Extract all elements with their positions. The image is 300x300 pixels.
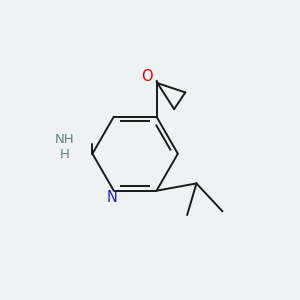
Text: O: O — [141, 70, 153, 85]
Text: N: N — [106, 190, 117, 205]
Text: NH: NH — [55, 134, 74, 146]
Text: H: H — [60, 148, 70, 161]
